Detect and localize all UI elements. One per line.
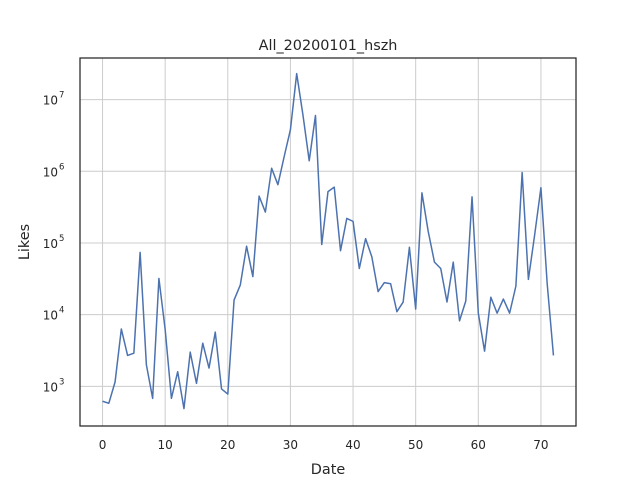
series-layer xyxy=(102,72,555,410)
y-tick-exponent: 7 xyxy=(59,91,64,101)
series-line xyxy=(102,72,555,410)
y-tick-exponent: 3 xyxy=(59,377,64,387)
x-axis-label: Date xyxy=(311,462,346,478)
grid-lines xyxy=(80,58,576,426)
x-tick-label: 50 xyxy=(408,438,423,452)
x-tick-label: 0 xyxy=(99,438,107,452)
y-tick-label: 10 xyxy=(43,309,58,323)
y-axis-label: Likes xyxy=(17,224,33,260)
x-tick-labels: 0 10 20 30 40 50 60 70 xyxy=(99,438,549,452)
x-tick-label: 60 xyxy=(471,438,486,452)
plot-frame xyxy=(79,57,577,427)
plot-area xyxy=(80,58,576,426)
y-tick-exponent: 6 xyxy=(59,162,64,172)
x-tick-label: 10 xyxy=(158,438,173,452)
x-tick-label: 20 xyxy=(220,438,235,452)
y-tick-exponent: 5 xyxy=(59,234,64,244)
chart-title: All_20200101_hszh xyxy=(259,38,398,54)
y-tick-exponent: 4 xyxy=(59,306,64,316)
x-tick-label: 40 xyxy=(345,438,360,452)
y-tick-label: 10 xyxy=(43,237,58,251)
y-tick-label: 10 xyxy=(43,165,58,179)
x-tick-label: 30 xyxy=(283,438,298,452)
x-tick-label: 70 xyxy=(533,438,548,452)
y-tick-label: 10 xyxy=(43,94,58,108)
y-tick-label: 10 xyxy=(43,380,58,394)
